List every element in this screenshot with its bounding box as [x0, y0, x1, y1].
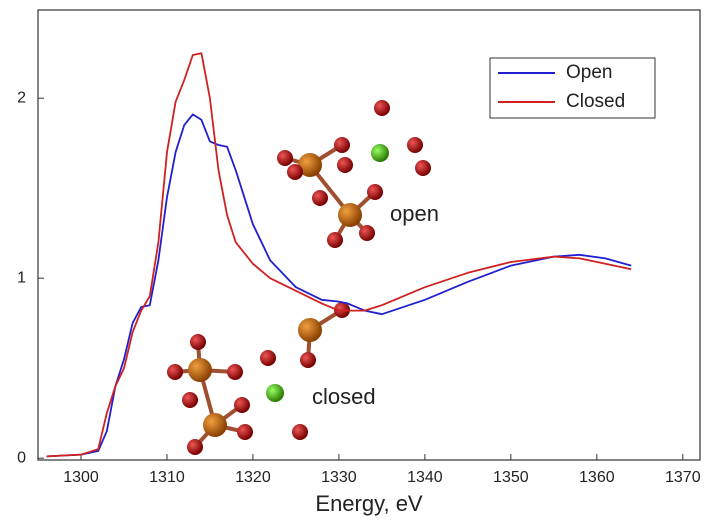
x-axis-label: Energy, eV — [315, 491, 423, 516]
x-tick-label: 1340 — [407, 469, 443, 486]
y-tick-label: 1 — [17, 269, 26, 286]
y-tick-label: 2 — [17, 89, 26, 106]
y-tick-label: 0 — [17, 449, 26, 466]
legend-label: Open — [566, 62, 612, 83]
x-tick-label: 1300 — [63, 469, 99, 486]
legend-label: Closed — [566, 91, 625, 112]
molecule-closed — [167, 302, 350, 455]
x-tick-label: 1330 — [321, 469, 357, 486]
x-tick-label: 1310 — [149, 469, 185, 486]
annotation: closed — [312, 384, 376, 409]
x-tick-label: 1370 — [665, 469, 701, 486]
x-tick-label: 1360 — [579, 469, 615, 486]
chart: Energy, eV open closed 1300 1310 1320 1330 1… — [0, 0, 713, 520]
annotation: open — [390, 201, 439, 226]
x-tick-label: 1350 — [493, 469, 529, 486]
x-tick-label: 1320 — [235, 469, 271, 486]
